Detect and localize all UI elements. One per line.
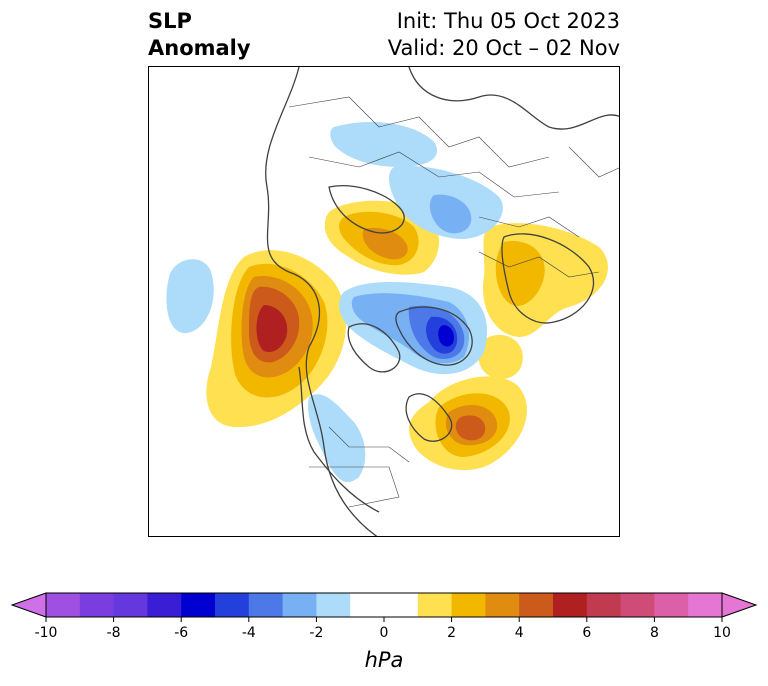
colorbar-tick-label: -2 bbox=[309, 625, 323, 641]
colorbar-bin bbox=[417, 593, 453, 617]
colorbar-bin bbox=[248, 593, 284, 617]
valid-range: Valid: 20 Oct – 02 Nov bbox=[387, 36, 620, 60]
map-panel bbox=[148, 66, 620, 537]
colorbar-tick-label: -4 bbox=[242, 625, 256, 641]
colorbar-bin bbox=[181, 593, 216, 617]
negative-anomaly-north-pacific bbox=[166, 259, 214, 334]
map-title: SLP Anomaly bbox=[148, 8, 251, 62]
borders bbox=[288, 96, 619, 508]
colorbar-bin bbox=[451, 593, 486, 617]
colorbar-bin bbox=[316, 593, 351, 617]
colorbar-bin bbox=[519, 593, 554, 617]
colorbar-tick-label: -6 bbox=[174, 625, 188, 641]
colorbar-bin bbox=[688, 593, 723, 617]
negative-anomaly-greenland-arctic bbox=[339, 282, 488, 375]
colorbar-tick-label: 8 bbox=[650, 625, 659, 641]
colorbar-bin bbox=[282, 593, 317, 617]
map-dates: Init: Thu 05 Oct 2023 Valid: 20 Oct – 02… bbox=[388, 8, 620, 62]
colorbar: -10 -8 -6 -4 -2 0 2 4 6 8 10 bbox=[10, 592, 758, 641]
colorbar-bin bbox=[46, 593, 81, 617]
colorbar-extend-low bbox=[10, 592, 47, 618]
positive-anomaly-central-asia bbox=[483, 223, 608, 337]
positive-anomaly-nw-atlantic bbox=[409, 334, 527, 471]
colorbar-tick-label: 6 bbox=[582, 625, 591, 641]
colorbar-tick-label: 10 bbox=[713, 625, 731, 641]
colorbar-tick-label: 0 bbox=[380, 625, 389, 641]
colorbar-bin bbox=[485, 593, 520, 617]
colorbar-bin bbox=[654, 593, 689, 617]
negative-anomaly-western-us bbox=[308, 394, 366, 483]
colorbar-bin bbox=[147, 593, 182, 617]
coastlines bbox=[265, 67, 619, 536]
colorbar-tick-label: 4 bbox=[515, 625, 524, 641]
colorbar-tick-label: -10 bbox=[35, 625, 58, 641]
colorbar-bin bbox=[215, 593, 250, 617]
title-line-1: SLP bbox=[148, 9, 192, 33]
positive-anomaly-alaska-bering bbox=[206, 250, 346, 428]
colorbar-bin bbox=[79, 593, 115, 617]
colorbar-bin bbox=[113, 593, 148, 617]
title-line-2: Anomaly bbox=[148, 36, 251, 60]
colorbar-bin bbox=[553, 593, 588, 617]
colorbar-unit-label: hPa bbox=[364, 648, 404, 672]
colorbar-bin bbox=[620, 593, 655, 617]
colorbar-bin bbox=[350, 593, 419, 617]
colorbar-bin bbox=[586, 593, 622, 617]
anomaly-map bbox=[166, 67, 619, 536]
colorbar-tick-label: 2 bbox=[447, 625, 456, 641]
negative-anomaly-europe-russia bbox=[330, 122, 503, 239]
init-date: Init: Thu 05 Oct 2023 bbox=[396, 9, 620, 33]
colorbar-tick-label: -8 bbox=[107, 625, 121, 641]
colorbar-extend-high bbox=[721, 592, 758, 618]
